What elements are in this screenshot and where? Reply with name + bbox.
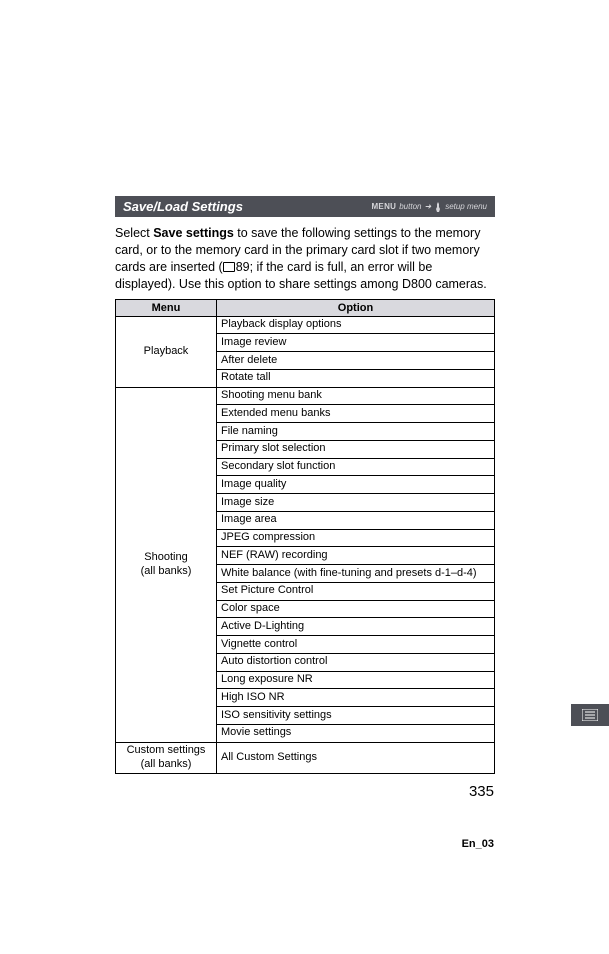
option-cell: ISO sensitivity settings [217,707,495,725]
table-row: PlaybackPlayback display options [116,316,495,334]
menu-cell: Shooting(all banks) [116,387,217,742]
intro-ref-num: 89 [236,260,250,274]
menu-cell: Playback [116,316,217,387]
option-cell: Shooting menu bank [217,387,495,405]
option-cell: Movie settings [217,724,495,742]
option-cell: Image size [217,494,495,512]
page-content: Save/Load Settings MENU button ➜ setup m… [115,196,495,774]
section-banner: Save/Load Settings MENU button ➜ setup m… [115,196,495,217]
setup-menu-word: setup menu [445,202,487,211]
option-cell: Auto distortion control [217,653,495,671]
option-cell: After delete [217,352,495,370]
option-cell: Image quality [217,476,495,494]
option-cell: Rotate tall [217,369,495,387]
page-ref-icon [223,262,235,272]
wrench-icon [434,202,442,212]
option-cell: NEF (RAW) recording [217,547,495,565]
page-number: 335 [469,783,494,800]
side-tab [571,704,609,726]
intro-bold: Save settings [153,226,234,240]
option-cell: JPEG compression [217,529,495,547]
option-cell: Playback display options [217,316,495,334]
option-cell: Image area [217,511,495,529]
option-cell: Active D-Lighting [217,618,495,636]
option-cell: File naming [217,423,495,441]
header-option: Option [217,299,495,316]
option-cell: Image review [217,334,495,352]
option-cell: Vignette control [217,636,495,654]
footer-code: En_03 [462,838,494,850]
intro-paragraph: Select Save settings to save the followi… [115,225,495,293]
table-header-row: Menu Option [116,299,495,316]
option-cell: High ISO NR [217,689,495,707]
banner-breadcrumb: MENU button ➜ setup menu [371,202,487,212]
option-cell: All Custom Settings [217,742,495,774]
menu-cell: Custom settings(all banks) [116,742,217,774]
option-cell: White balance (with fine-tuning and pres… [217,565,495,583]
menu-label: MENU [371,202,396,211]
button-word: button [399,202,421,211]
option-cell: Long exposure NR [217,671,495,689]
table-body: PlaybackPlayback display optionsImage re… [116,316,495,774]
banner-title: Save/Load Settings [123,199,243,214]
arrow-icon: ➜ [424,202,431,211]
option-cell: Secondary slot function [217,458,495,476]
settings-table: Menu Option PlaybackPlayback display opt… [115,299,495,775]
option-cell: Primary slot selection [217,440,495,458]
option-cell: Extended menu banks [217,405,495,423]
intro-pre: Select [115,226,153,240]
table-row: Shooting(all banks)Shooting menu bank [116,387,495,405]
option-cell: Color space [217,600,495,618]
header-menu: Menu [116,299,217,316]
option-cell: Set Picture Control [217,582,495,600]
menu-list-icon [582,709,598,721]
table-row: Custom settings(all banks)All Custom Set… [116,742,495,774]
